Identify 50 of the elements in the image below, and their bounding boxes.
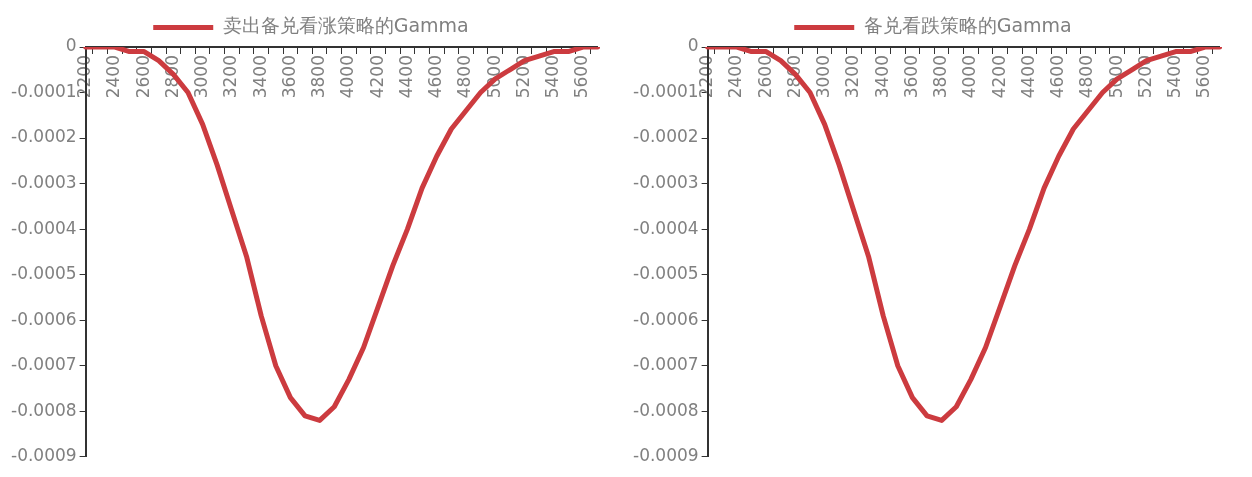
x-tick-label: 4800 [454,55,475,99]
x-tick-label: 3800 [308,55,329,99]
y-tick-label: 0 [65,35,77,56]
y-tick-label: -0.0003 [10,172,77,193]
x-tick-label: 4600 [425,55,446,99]
y-tick-label: -0.0005 [632,263,699,284]
y-tick-label: -0.0004 [632,217,699,238]
y-tick-label: -0.0002 [10,126,77,147]
x-tick-label: 3000 [191,55,212,99]
x-tick-label: 3600 [900,55,921,99]
y-tick-label: -0.0004 [10,217,77,238]
x-tick-label: 4600 [1047,55,1068,99]
x-tick-label: 5400 [542,55,563,99]
x-tick-label: 3000 [813,55,834,99]
x-tick-label: 2400 [725,55,746,99]
x-tick-label: 4800 [1076,55,1097,99]
x-tick-label: 2600 [754,55,775,99]
x-tick-label: 4000 [959,55,980,99]
x-tick-label: 3400 [249,55,270,99]
y-tick-label: -0.0009 [10,445,77,466]
y-tick-label: -0.0005 [10,263,77,284]
x-tick-label: 4200 [988,55,1009,99]
y-tick-label: -0.0001 [10,80,77,101]
x-tick-label: 3600 [278,55,299,99]
y-tick-label: -0.0008 [10,399,77,420]
x-tick-label: 4400 [1017,55,1038,99]
y-tick-label: -0.0008 [632,399,699,420]
x-tick-label: 2600 [132,55,153,99]
y-tick-label: 0 [687,35,699,56]
x-tick-label: 2400 [103,55,124,99]
x-tick-label: 3200 [220,55,241,99]
x-tick-label: 4400 [395,55,416,99]
y-tick-label: -0.0006 [10,308,77,329]
x-tick-label: 5600 [1193,55,1214,99]
y-tick-label: -0.0003 [632,172,699,193]
x-tick-label: 4200 [366,55,387,99]
y-tick-label: -0.0006 [632,308,699,329]
y-tick-label: -0.0002 [632,126,699,147]
legend-label: 卖出备兑看涨策略的Gamma [222,14,469,37]
x-tick-label: 3400 [871,55,892,99]
y-tick-label: -0.0007 [10,354,77,375]
x-tick-label: 5400 [1164,55,1185,99]
y-tick-label: -0.0009 [632,445,699,466]
legend-label: 备兑看跌策略的Gamma [863,14,1072,37]
x-tick-label: 4000 [337,55,358,99]
y-tick-label: -0.0007 [632,354,699,375]
y-tick-label: -0.0001 [632,80,699,101]
x-tick-label: 5600 [571,55,592,99]
x-tick-label: 3200 [842,55,863,99]
x-tick-label: 3800 [930,55,951,99]
